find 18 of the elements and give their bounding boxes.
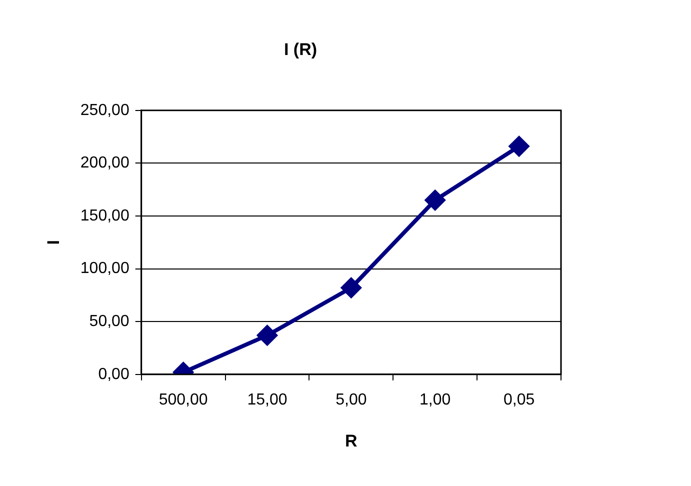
point bbox=[257, 325, 278, 346]
y-tick-label: 50,00 bbox=[89, 313, 130, 330]
point bbox=[509, 136, 530, 156]
x-tick-label: 5,00 bbox=[336, 391, 367, 408]
x-axis-title: R bbox=[345, 431, 358, 450]
y-tick-label: 100,00 bbox=[80, 260, 130, 278]
x-tick-label: 500,00 bbox=[158, 391, 208, 408]
x-tick-label: 0,05 bbox=[503, 391, 535, 408]
point bbox=[425, 190, 446, 210]
y-tick-label: 200,00 bbox=[80, 154, 130, 172]
point bbox=[341, 278, 362, 298]
chart-title: I (R) bbox=[284, 40, 318, 59]
x-tick-label: 15,00 bbox=[247, 391, 288, 408]
y-tick-label: 150,00 bbox=[80, 207, 130, 224]
y-axis-title: I bbox=[44, 240, 63, 245]
x-tick-label: 1,00 bbox=[420, 391, 451, 408]
y-tick-label: 0,00 bbox=[98, 366, 130, 383]
y-tick-label: 250,00 bbox=[80, 102, 130, 119]
